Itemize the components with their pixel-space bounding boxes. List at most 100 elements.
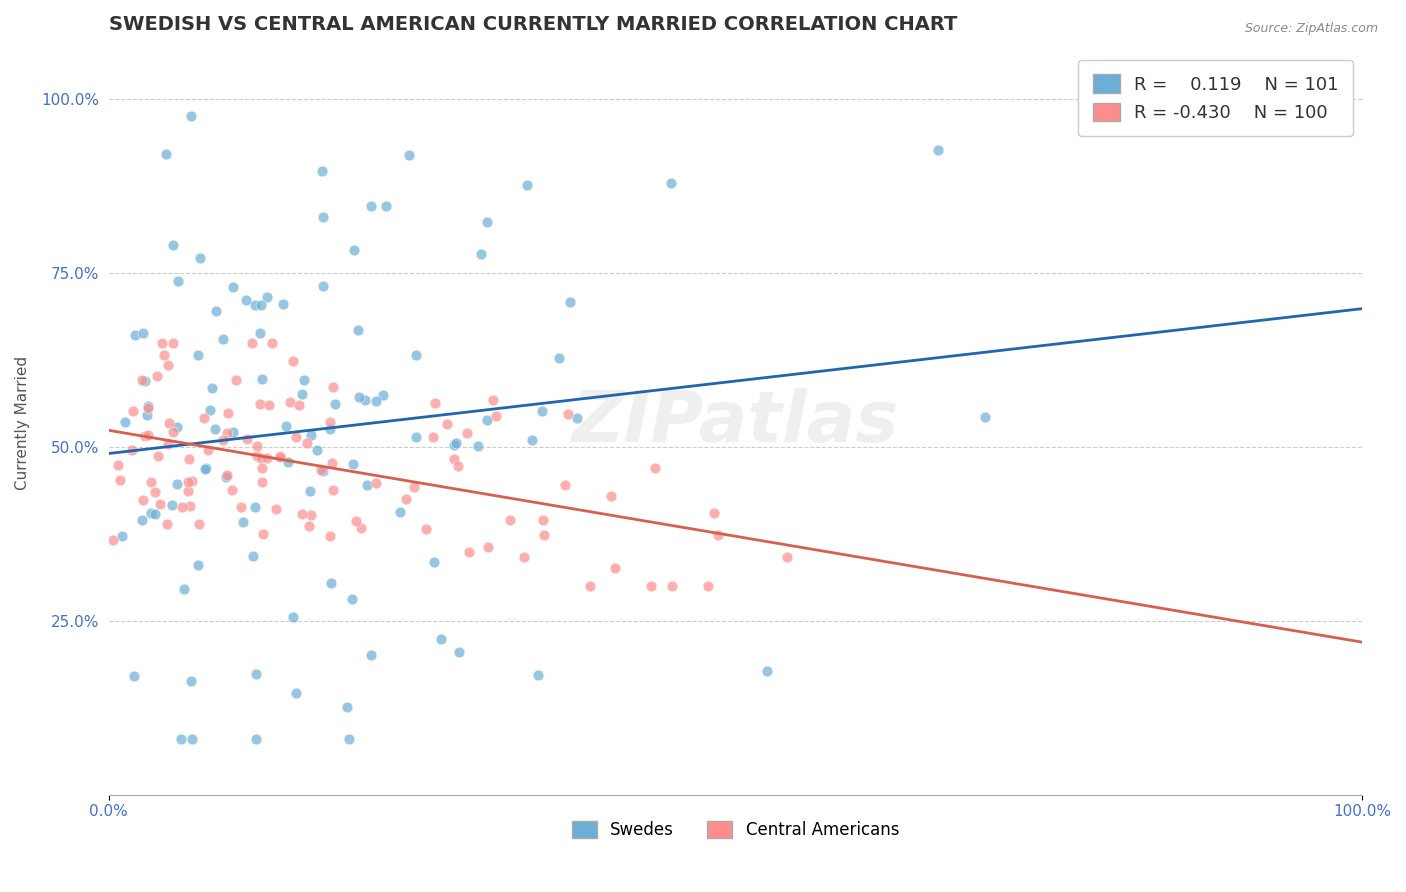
Point (180, 110, 202, 124)
Point (146, 369, 169, 384)
Point (271, 297, 294, 311)
Point (134, 429, 156, 443)
Point (756, 664, 779, 678)
Point (467, 439, 489, 453)
Point (395, 492, 418, 507)
Point (298, 484, 321, 499)
Point (110, 529, 132, 543)
Point (321, 456, 343, 470)
Point (246, 449, 269, 463)
Point (145, 507, 167, 521)
Point (371, 388, 394, 402)
Point (927, 143, 949, 157)
Point (243, 500, 266, 514)
Point (245, 667, 267, 681)
Point (776, 549, 799, 564)
Point (124, 328, 146, 343)
Point (107, 458, 129, 472)
Point (240, 336, 263, 351)
Point (217, 406, 239, 420)
Point (166, 476, 188, 491)
Point (108, 473, 131, 487)
Point (157, 436, 180, 450)
Point (547, 351, 569, 366)
Point (531, 513, 554, 527)
Point (356, 477, 378, 491)
Point (139, 475, 162, 489)
Point (360, 199, 382, 213)
Point (166, 420, 188, 434)
Point (173, 582, 195, 596)
Point (415, 522, 437, 536)
Point (579, 579, 602, 593)
Point (644, 460, 666, 475)
Point (215, 470, 238, 484)
Point (423, 556, 446, 570)
Point (281, 610, 304, 624)
Point (292, 373, 315, 387)
Point (973, 410, 995, 425)
Point (405, 430, 427, 444)
Point (288, 398, 311, 412)
Point (246, 439, 269, 453)
Point (155, 147, 177, 161)
Point (284, 429, 307, 443)
Point (250, 461, 273, 475)
Point (703, 506, 725, 520)
Point (245, 298, 267, 312)
Point (256, 289, 278, 303)
Point (344, 514, 367, 528)
Point (194, 460, 217, 475)
Point (323, 397, 346, 411)
Point (180, 732, 202, 747)
Point (181, 474, 204, 488)
Point (211, 434, 233, 448)
Point (157, 417, 180, 431)
Legend: Swedes, Central Americans: Swedes, Central Americans (565, 814, 905, 846)
Text: Source: ZipAtlas.com: Source: ZipAtlas.com (1244, 22, 1378, 36)
Point (242, 549, 264, 563)
Point (197, 442, 219, 457)
Point (162, 425, 184, 439)
Point (101, 533, 124, 547)
Point (350, 521, 373, 535)
Point (319, 576, 342, 591)
Point (605, 561, 627, 575)
Point (389, 505, 412, 519)
Point (312, 464, 335, 478)
Point (513, 549, 536, 564)
Point (194, 462, 217, 476)
Point (277, 455, 299, 469)
Point (132, 493, 155, 508)
Point (204, 304, 226, 318)
Point (661, 579, 683, 593)
Point (447, 458, 470, 473)
Point (232, 515, 254, 529)
Point (225, 373, 247, 387)
Point (284, 686, 307, 700)
Point (354, 392, 377, 407)
Point (201, 381, 224, 395)
Point (122, 404, 145, 418)
Point (143, 484, 166, 499)
Point (290, 507, 312, 521)
Point (554, 477, 576, 491)
Point (295, 435, 318, 450)
Point (342, 458, 364, 472)
Point (364, 476, 387, 491)
Point (322, 380, 344, 394)
Point (312, 210, 335, 224)
Point (477, 540, 499, 554)
Point (322, 483, 344, 497)
Point (176, 475, 198, 490)
Point (404, 480, 426, 494)
Point (229, 500, 252, 515)
Point (305, 442, 328, 457)
Point (136, 409, 159, 423)
Point (661, 176, 683, 190)
Point (187, 348, 209, 362)
Point (131, 513, 153, 527)
Point (269, 450, 291, 464)
Point (162, 238, 184, 252)
Point (475, 214, 498, 228)
